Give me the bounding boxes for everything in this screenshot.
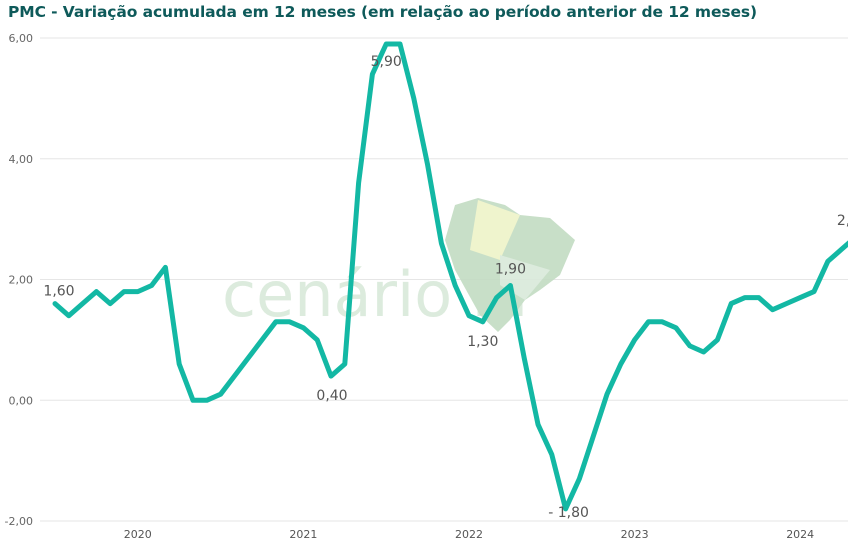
watermark-map-facet bbox=[470, 200, 520, 260]
data-label: 5,90 bbox=[371, 54, 402, 70]
y-tick-label: 4,00 bbox=[9, 153, 34, 166]
y-axis: 6,00 4,00 2,00 0,00 -2,00 bbox=[5, 32, 33, 528]
data-label: 1,90 bbox=[495, 262, 526, 278]
data-labels: 1,60 0,40 5,90 1,30 1,90 - 1,80 2,70 bbox=[43, 54, 848, 521]
data-label: 1,30 bbox=[467, 334, 498, 350]
y-tick-label: 2,00 bbox=[9, 274, 34, 287]
x-tick-label: 2021 bbox=[289, 528, 317, 541]
x-axis: 2020 2021 2022 2023 2024 bbox=[124, 528, 814, 541]
data-label: 0,40 bbox=[316, 388, 347, 404]
data-label: 1,60 bbox=[43, 284, 74, 300]
x-tick-label: 2022 bbox=[455, 528, 483, 541]
x-tick-label: 2024 bbox=[786, 528, 814, 541]
y-tick-label: 0,00 bbox=[9, 394, 34, 407]
data-label: - 1,80 bbox=[548, 505, 589, 521]
series-line bbox=[52, 41, 848, 512]
gridlines bbox=[40, 37, 848, 522]
x-tick-label: 2020 bbox=[124, 528, 152, 541]
chart-title: PMC - Variação acumulada em 12 meses (em… bbox=[8, 3, 758, 21]
x-tick-label: 2023 bbox=[621, 528, 649, 541]
y-tick-label: -2,00 bbox=[5, 515, 33, 528]
data-label: 2,70 bbox=[837, 213, 848, 229]
y-tick-label: 6,00 bbox=[9, 32, 34, 45]
